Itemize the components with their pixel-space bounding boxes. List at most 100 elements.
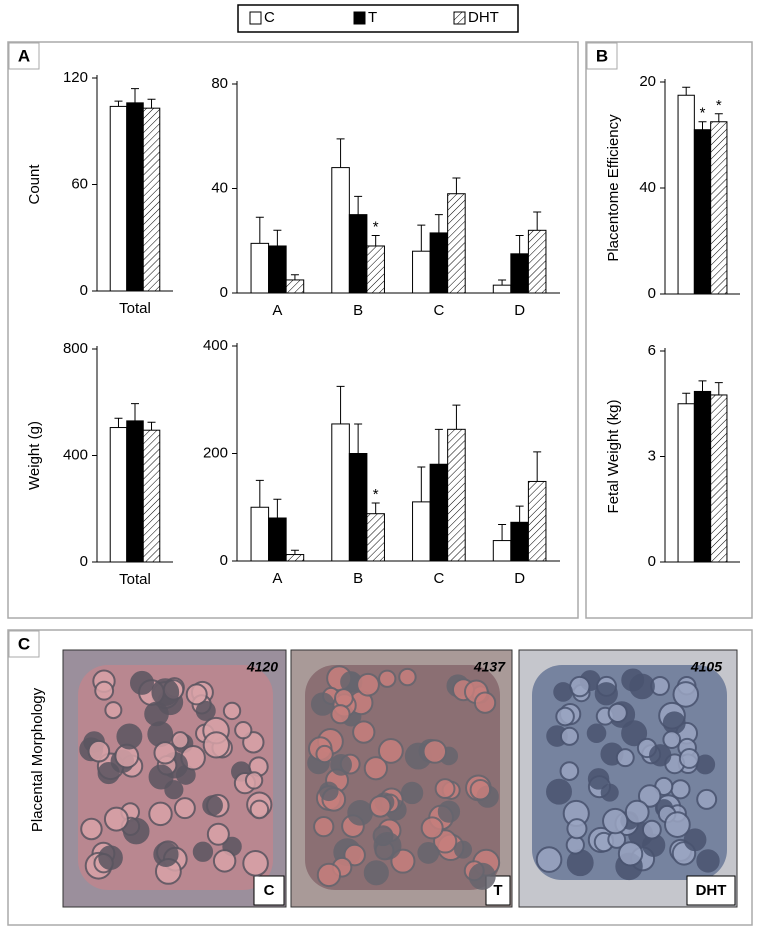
y-tick-label: 6 [648,342,656,359]
x-tick-label: A [272,570,282,587]
bar [348,214,368,294]
texture [468,862,496,890]
bar [510,253,529,294]
bar [492,284,512,294]
x-tick-label: A [272,302,282,319]
photo-id: 4120 [246,659,278,675]
bar [250,506,270,562]
error-bar [498,279,507,286]
texture [586,723,607,744]
panel-label: B [596,46,608,65]
bar [693,129,712,295]
texture [195,700,216,721]
bar [677,403,695,563]
panel-tag [8,630,40,658]
photo-id: 4105 [690,659,722,675]
texture [313,815,335,838]
photo-label: T [493,882,502,899]
panel-tag [8,42,40,70]
error-bar [114,417,123,428]
y-tick-label: 200 [203,444,228,461]
error-bar [682,392,691,404]
bar [527,480,547,562]
x-tick-label: B [353,570,363,587]
texture [173,797,196,820]
error-bar [336,385,345,424]
y-tick-label: 0 [220,284,228,301]
texture [434,778,456,800]
texture [98,845,123,871]
texture [87,739,111,763]
y-axis-label: Count [26,164,43,205]
texture [330,753,352,776]
texture [330,704,351,725]
texture [615,748,635,768]
x-tick-label: D [514,570,525,587]
y-tick-label: 120 [63,69,88,86]
error-bar [114,100,123,107]
significance-mark: * [373,486,379,503]
texture [129,670,154,695]
significance-mark: * [700,105,706,122]
y-tick-label: 0 [220,552,228,569]
photo-id: 4137 [473,659,506,675]
error-bar [533,211,542,231]
texture [664,811,691,838]
texture [171,731,190,750]
texture [122,817,150,845]
y-tick-label: 0 [80,553,88,570]
texture [104,701,123,720]
error-bar [714,113,723,122]
texture [148,764,174,790]
texture [363,756,389,781]
y-tick-label: 60 [71,175,88,192]
x-tick-label: D [514,302,525,319]
texture [637,784,662,808]
bar [710,121,728,295]
texture [569,675,591,698]
texture [420,816,444,840]
texture [373,831,402,860]
texture [153,741,177,765]
bar [348,453,368,562]
error-bar [714,382,723,395]
texture [151,678,180,707]
texture [234,721,253,740]
texture [624,799,650,825]
texture [617,841,644,867]
bar [366,513,385,562]
texture [310,692,335,716]
panel-label: C [18,634,30,653]
texture [629,673,655,700]
error-bar [336,138,345,168]
bar [492,540,512,562]
error-bar [131,403,139,421]
texture [662,711,686,735]
bar [412,501,431,562]
photo-label: C [264,882,275,899]
texture [334,688,354,708]
error-bar [515,505,524,523]
error-bar [255,216,264,244]
legend-label: DHT [468,9,499,26]
error-bar [131,88,139,103]
legend-swatch [453,11,466,25]
texture [696,849,720,873]
panel-tag [586,42,618,70]
texture [602,807,629,835]
error-bar [417,224,426,252]
bar [285,554,305,562]
texture [202,731,230,759]
bar [447,193,466,294]
texture [244,771,264,790]
texture [600,783,619,802]
texture [566,818,588,840]
texture [378,669,397,688]
texture [559,761,580,781]
error-bar [698,121,707,130]
texture [546,778,572,805]
bar [429,232,449,294]
texture [212,849,237,873]
y-tick-label: 20 [639,73,656,90]
error-bar [434,214,443,233]
